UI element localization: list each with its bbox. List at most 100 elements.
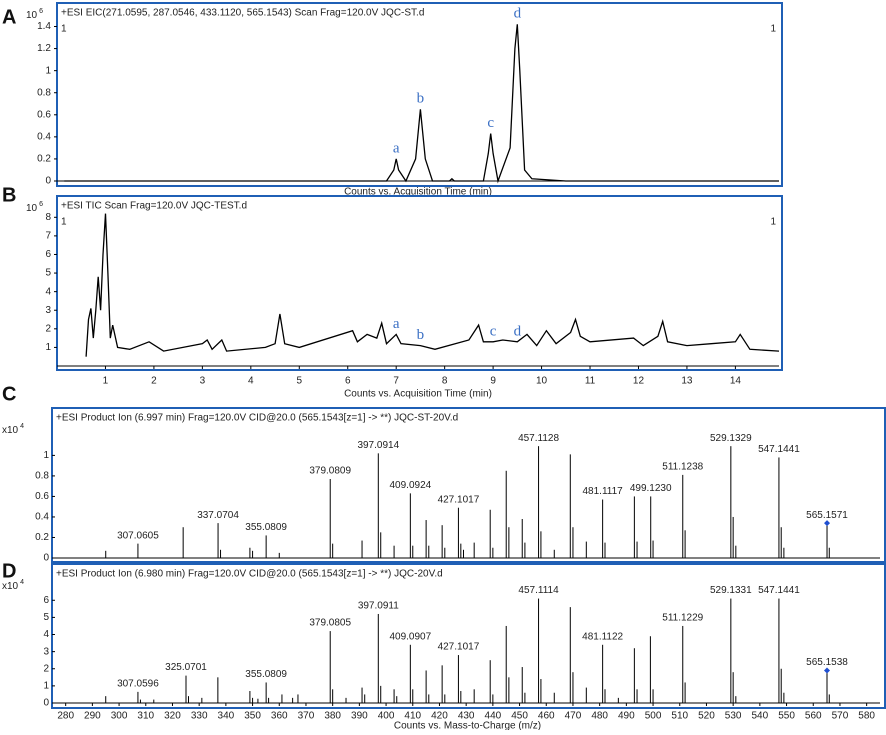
x-tick-label: 6 [345, 376, 351, 387]
y-tick-label: 1 [45, 342, 51, 353]
x-tick-label: 7 [393, 376, 399, 387]
y-tick-label: 0.2 [37, 154, 51, 165]
peak-annotation: d [514, 6, 522, 22]
peak-label: 355.0809 [245, 522, 287, 533]
precursor-marker [824, 520, 831, 527]
peak-label: 481.1117 [583, 486, 624, 497]
precursor-marker [824, 667, 831, 674]
corner-label: 1 [770, 24, 776, 35]
peak-label: 529.1329 [710, 433, 752, 444]
peak-label: 307.0605 [117, 530, 159, 541]
x-tick-label: 9 [490, 376, 496, 387]
y-tick-label: 0.8 [35, 471, 49, 482]
x-tick-label: 310 [137, 711, 154, 722]
y-scale: x10 4 [2, 579, 24, 592]
peak-label: 547.1441 [758, 444, 800, 455]
y-tick-label: 6 [45, 249, 51, 260]
x-tick-label: 280 [57, 711, 74, 722]
y-scale-exp: 4 [20, 423, 24, 430]
y-tick-label: 0.6 [35, 491, 49, 502]
x-tick-label: 340 [218, 711, 235, 722]
x-tick-label: 480 [591, 711, 608, 722]
corner-label: 1 [770, 217, 776, 228]
peak-label: 511.1229 [662, 613, 703, 624]
x-tick-label: 1 [103, 376, 109, 387]
corner-label: 1 [61, 217, 67, 228]
panel-title: +ESI TIC Scan Frag=120.0V JQC-TEST.d [61, 201, 247, 212]
trace [64, 24, 779, 184]
peak-label: 355.0809 [245, 669, 287, 680]
x-axis-label: Counts vs. Mass-to-Charge (m/z) [394, 721, 541, 730]
y-scale-exp: 4 [20, 579, 24, 586]
y-tick-label: 4 [45, 286, 51, 297]
y-tick-label: 0.4 [35, 512, 49, 523]
y-scale-base: x10 [2, 581, 19, 592]
y-tick-label: 1 [43, 450, 49, 461]
peak-label: 307.0596 [117, 679, 159, 690]
y-scale-base: 10 [26, 10, 38, 21]
peak-label: 397.0911 [358, 601, 399, 612]
y-tick-label: 0.8 [37, 87, 51, 98]
x-tick-label: 370 [298, 711, 315, 722]
corner-label: 1 [61, 24, 67, 35]
peak-label: 565.1571 [806, 510, 848, 521]
peak-annotation: c [490, 323, 497, 339]
x-axis-label: Counts vs. Acquisition Time (min) [344, 389, 492, 400]
trace [85, 213, 780, 357]
x-tick-label: 550 [778, 711, 795, 722]
x-tick-label: 450 [511, 711, 528, 722]
y-tick-label: 3 [45, 305, 51, 316]
y-scale-base: 10 [26, 203, 38, 214]
x-tick-label: 440 [485, 711, 502, 722]
x-axis-label: Counts vs. Acquisition Time (min) [344, 187, 492, 198]
peak-label: 397.0914 [357, 440, 399, 451]
x-tick-label: 380 [324, 711, 341, 722]
panel-frame [56, 195, 783, 371]
x-tick-label: 360 [271, 711, 288, 722]
x-tick-label: 10 [536, 376, 548, 387]
y-tick-label: 1 [45, 65, 51, 76]
peak-label: 547.1441 [758, 585, 800, 596]
y-tick-label: 2 [43, 663, 49, 674]
peak-annotation: b [417, 91, 425, 107]
y-tick-label: 0.4 [37, 132, 51, 143]
y-tick-label: 1.4 [37, 21, 51, 32]
x-tick-label: 4 [248, 376, 254, 387]
y-tick-label: 4 [43, 629, 49, 640]
peak-label: 379.0805 [309, 618, 351, 629]
y-scale-base: x10 [2, 425, 19, 436]
peak-label: 565.1538 [806, 657, 848, 668]
y-tick-label: 3 [43, 646, 49, 657]
y-scale-exp: 6 [39, 201, 43, 208]
x-tick-label: 540 [752, 711, 769, 722]
peak-annotation: b [417, 327, 425, 343]
panel-letter: B [2, 184, 16, 206]
x-tick-label: 3 [200, 376, 206, 387]
x-tick-label: 300 [111, 711, 128, 722]
y-tick-label: 0.2 [35, 532, 49, 543]
x-tick-label: 510 [671, 711, 688, 722]
panel-letter: D [2, 560, 16, 582]
peak-annotation: d [514, 323, 522, 339]
peak-label: 409.0907 [389, 631, 431, 642]
panel-frame [56, 2, 783, 187]
y-tick-label: 0 [43, 553, 49, 564]
x-tick-label: 290 [84, 711, 101, 722]
x-tick-label: 520 [698, 711, 715, 722]
x-tick-label: 14 [730, 376, 742, 387]
peak-label: 499.1230 [630, 483, 672, 494]
y-tick-label: 2 [45, 323, 51, 334]
x-tick-label: 13 [681, 376, 693, 387]
y-scale: 10 6 [26, 201, 43, 214]
peak-label: 511.1238 [662, 462, 703, 473]
x-tick-label: 330 [191, 711, 208, 722]
x-tick-label: 420 [431, 711, 448, 722]
peak-label: 409.0924 [389, 480, 431, 491]
x-tick-label: 500 [645, 711, 662, 722]
x-tick-label: 390 [351, 711, 368, 722]
peak-label: 457.1128 [518, 433, 559, 444]
peak-label: 379.0809 [309, 466, 351, 477]
x-tick-label: 12 [633, 376, 645, 387]
x-tick-label: 8 [442, 376, 448, 387]
